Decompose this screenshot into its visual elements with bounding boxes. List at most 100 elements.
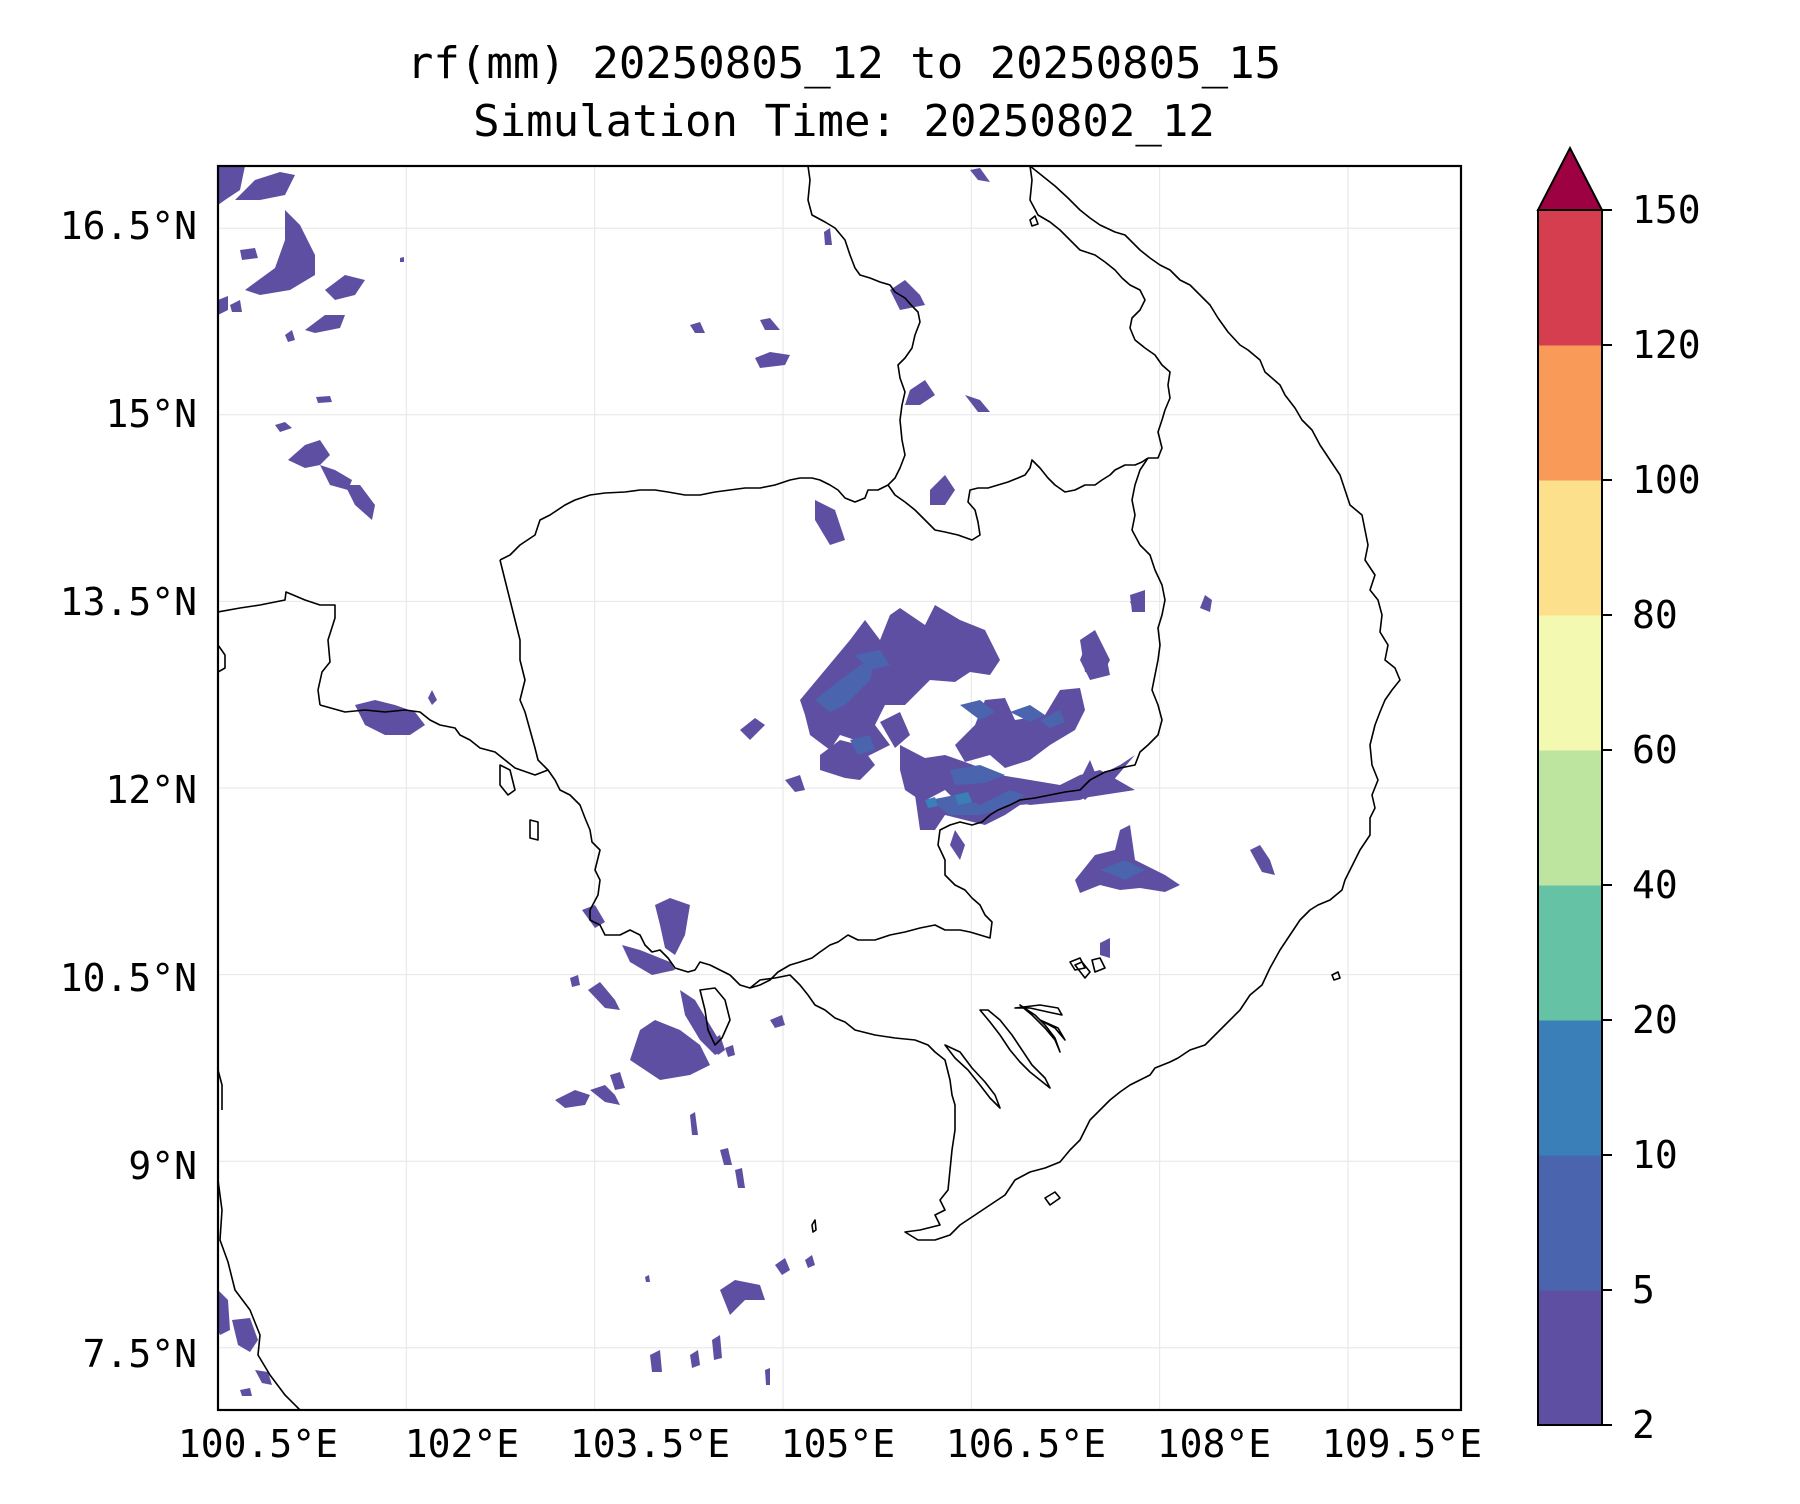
river-delta xyxy=(1014,1004,1063,1016)
island xyxy=(499,764,516,796)
colorbar-segment xyxy=(1538,885,1602,1021)
rain-patch xyxy=(1100,938,1110,958)
lat-tick-label: 13.5°N xyxy=(60,580,197,624)
rain-patch xyxy=(880,712,910,748)
rain-patch xyxy=(240,1388,252,1396)
colorbar: 2 5 10 20 40 60 80 100 120 150 xyxy=(1536,145,1701,1447)
rain-patch xyxy=(690,322,705,333)
rain-patch xyxy=(824,228,832,245)
rain-patch xyxy=(288,440,330,468)
rain-patch xyxy=(785,775,805,792)
colorbar-tick-label: 40 xyxy=(1632,863,1678,907)
colorbar-segment xyxy=(1538,615,1602,751)
rain-patch xyxy=(760,318,780,330)
rain-patch xyxy=(712,1035,725,1055)
rain-patch xyxy=(555,1090,590,1108)
rain-patch xyxy=(232,1318,258,1352)
rain-core xyxy=(950,765,1005,785)
colorbar-tick-label: 100 xyxy=(1632,458,1701,502)
colorbar-segments xyxy=(1538,210,1602,1426)
rain-patch xyxy=(230,300,242,312)
gridlines xyxy=(217,166,1461,1410)
rain-core xyxy=(850,735,875,755)
island xyxy=(1074,961,1091,979)
island xyxy=(1069,957,1086,971)
colorbar-ticks xyxy=(1602,209,1612,1426)
border xyxy=(807,166,921,486)
lat-tick-label: 15°N xyxy=(105,392,197,436)
island xyxy=(1044,1191,1061,1206)
island xyxy=(1029,215,1039,227)
coastline xyxy=(218,1069,223,1110)
rain-patch xyxy=(930,475,955,505)
lon-tick-label: 109.5°E xyxy=(1322,1422,1482,1466)
border xyxy=(218,591,336,706)
border xyxy=(499,559,549,771)
rain-patch xyxy=(285,330,295,342)
rain-patch xyxy=(400,257,404,262)
rain-core xyxy=(960,700,995,720)
rain-patch xyxy=(650,1350,662,1372)
rain-core xyxy=(955,792,972,805)
rain-patch xyxy=(690,1112,698,1135)
island xyxy=(811,1219,817,1233)
lon-tick-label: 105°E xyxy=(781,1422,895,1466)
lon-tick-label: 108°E xyxy=(1157,1422,1271,1466)
longitude-tick-labels: 100.5°E 102°E 103.5°E 105°E 106.5°E 108°… xyxy=(178,1422,1482,1466)
rain-patch xyxy=(255,1370,272,1385)
rain-patch xyxy=(622,945,675,975)
colorbar-tick-label: 60 xyxy=(1632,728,1678,772)
rain-patch xyxy=(325,275,365,300)
colorbar-tick-label: 150 xyxy=(1632,188,1701,232)
colorbar-segment xyxy=(1538,1290,1602,1426)
rain-patch xyxy=(770,1015,785,1028)
lon-tick-label: 103.5°E xyxy=(570,1422,730,1466)
rain-patch xyxy=(355,700,425,735)
coastline xyxy=(218,644,226,673)
rain-patch xyxy=(570,975,580,987)
rain-patch xyxy=(1200,595,1212,612)
rain-patch xyxy=(800,605,1000,760)
colorbar-tick-label: 5 xyxy=(1632,1268,1655,1312)
rain-patch xyxy=(950,830,965,860)
rain-patch xyxy=(725,1045,735,1057)
colorbar-tick-label: 20 xyxy=(1632,998,1678,1042)
rain-patch xyxy=(720,1280,765,1315)
rain-patch xyxy=(805,1255,815,1268)
island xyxy=(1091,957,1106,973)
rain-core xyxy=(815,660,875,712)
rain-patch xyxy=(316,396,332,403)
lat-tick-label: 9°N xyxy=(128,1144,197,1188)
island xyxy=(1331,971,1341,981)
border xyxy=(1029,166,1171,459)
rain-patch xyxy=(890,280,925,310)
map-frame xyxy=(216,164,1463,1412)
rain-patch xyxy=(740,718,765,740)
lat-tick-label: 12°N xyxy=(105,768,197,812)
rain-patch xyxy=(1075,825,1180,893)
rain-core xyxy=(1100,860,1145,880)
lat-tick-label: 7.5°N xyxy=(83,1332,197,1376)
lon-tick-label: 102°E xyxy=(405,1422,519,1466)
rain-patch xyxy=(218,1290,230,1335)
border xyxy=(749,457,1166,989)
colorbar-segment xyxy=(1538,480,1602,616)
coastlines-borders xyxy=(218,166,1401,1410)
rain-patch xyxy=(610,1072,625,1090)
rain-core xyxy=(1010,705,1045,722)
rain-patch xyxy=(680,990,725,1055)
lon-tick-label: 100.5°E xyxy=(178,1422,338,1466)
rain-patch xyxy=(305,315,345,333)
rain-core xyxy=(855,650,890,670)
rain-patch xyxy=(590,1085,620,1105)
colorbar-tick-label: 10 xyxy=(1632,1133,1678,1177)
lat-tick-label: 16.5°N xyxy=(60,204,197,248)
rain-patch xyxy=(218,296,228,315)
rain-patch xyxy=(690,1350,700,1368)
rain-patch xyxy=(1080,630,1110,675)
colorbar-tick-label: 120 xyxy=(1632,323,1701,367)
island xyxy=(529,819,539,841)
rain-patch xyxy=(240,248,258,260)
map-panel xyxy=(216,164,1463,1412)
rain-patch xyxy=(720,1148,732,1165)
